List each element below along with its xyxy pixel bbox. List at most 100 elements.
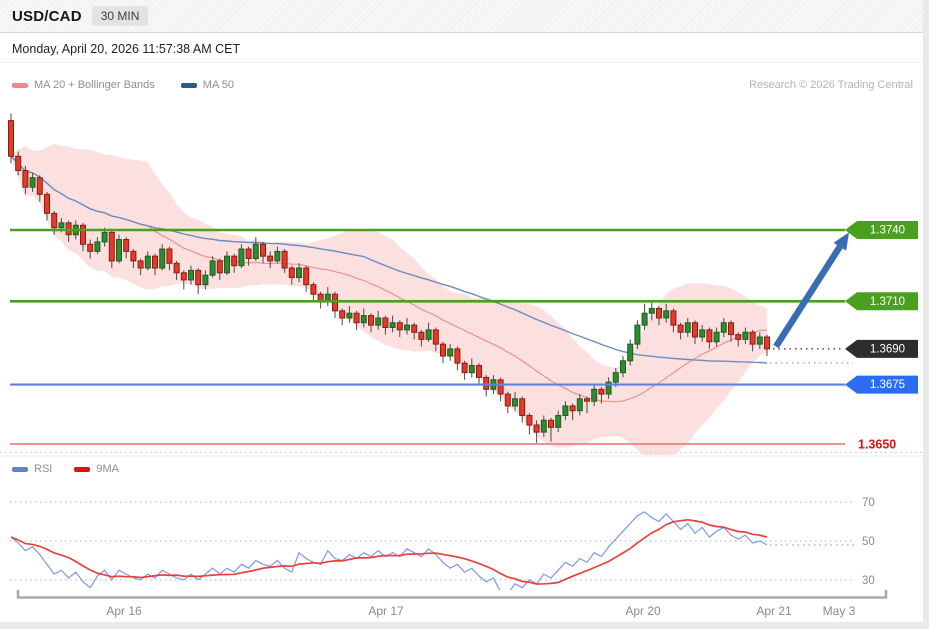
- candle-body: [281, 250, 288, 269]
- candle-body: [8, 120, 14, 157]
- candle-body: [130, 250, 137, 262]
- x-axis: Apr 16 Apr 17 Apr 20 Apr 21 May 3: [16, 590, 888, 618]
- candle-body: [447, 348, 454, 357]
- candle-body: [562, 405, 569, 416]
- candle-body: [656, 307, 662, 319]
- candle-body: [764, 336, 770, 350]
- candle-body: [224, 255, 230, 274]
- candle-body: [425, 329, 432, 340]
- candle-body: [209, 260, 216, 276]
- legend-label: MA 50: [202, 79, 234, 91]
- x-axis-tick-label: Apr 20: [625, 604, 661, 618]
- candle-body: [720, 322, 727, 333]
- rsi-tick-label: 50: [862, 536, 875, 548]
- candle-body: [620, 360, 626, 374]
- price-tag-1.3690: [845, 339, 918, 358]
- price-legend-row: MA 20 + Bollinger Bands MA 50 Research © …: [12, 79, 913, 91]
- price-legend: MA 20 + Bollinger Bands MA 50: [12, 79, 234, 91]
- candle-body: [742, 331, 749, 340]
- legend-color-chip: [74, 466, 91, 472]
- legend-color-chip: [180, 82, 197, 88]
- candle-body: [116, 239, 122, 262]
- candle-body: [706, 329, 713, 343]
- candle-body: [684, 322, 691, 333]
- candle-body: [152, 255, 158, 269]
- candle-body: [555, 414, 562, 428]
- candle-body: [94, 241, 101, 252]
- candle-body: [29, 177, 36, 188]
- candle-body: [476, 365, 482, 378]
- legend-color-chip: [12, 82, 28, 88]
- candle-body: [634, 324, 641, 345]
- bollinger-band: [11, 143, 767, 455]
- candle-body: [22, 170, 29, 188]
- price-tag-1.3675: [845, 375, 918, 394]
- candle-body: [735, 334, 742, 340]
- candle-body: [144, 255, 151, 269]
- candle-body: [252, 243, 259, 260]
- candle-body: [310, 284, 317, 295]
- candle-body: [346, 312, 353, 319]
- candle-body: [375, 317, 382, 326]
- candle-body: [540, 419, 547, 433]
- candle-body: [159, 248, 166, 269]
- candle-body: [195, 269, 202, 286]
- candle-body: [454, 348, 461, 364]
- legend-color-chip: [12, 466, 28, 472]
- title-bar: USD/CAD 30 MIN: [0, 0, 923, 33]
- candle-body: [648, 307, 655, 314]
- candle-body: [432, 329, 439, 345]
- legend-label: 9MA: [96, 463, 119, 475]
- candle-body: [296, 267, 302, 279]
- candle-body: [576, 398, 583, 412]
- price-chart: 1.3740 1.3710 1.3690 1.3675 1.3650: [0, 113, 923, 455]
- candle-body: [569, 405, 576, 412]
- price-tag-1.3740: [845, 221, 918, 239]
- rsi-tick-label: 70: [862, 497, 875, 509]
- price-tag-1.3710: [845, 292, 918, 311]
- legend-item: RSI: [12, 463, 52, 475]
- rsi-panel: 70 50 30: [0, 455, 923, 590]
- ma50-line: [10, 155, 768, 364]
- legend-label: MA 20 + Bollinger Bands: [34, 79, 155, 91]
- candle-body: [368, 315, 374, 326]
- candle-body: [699, 329, 706, 338]
- candle-body: [548, 419, 554, 428]
- candle-body: [418, 331, 425, 340]
- candle-body: [756, 336, 763, 345]
- candle-body: [173, 262, 180, 274]
- candle-body: [188, 269, 194, 281]
- candle-body: [353, 312, 360, 324]
- candle-body: [101, 231, 108, 243]
- attribution: Research © 2026 Trading Central: [748, 79, 913, 91]
- candle-body: [483, 376, 490, 390]
- candle-body: [274, 250, 281, 262]
- chart-timestamp: Monday, April 20, 2026 11:57:38 AM CET: [12, 42, 241, 56]
- candle-body: [44, 193, 50, 214]
- price-level-label: 1.3650: [858, 438, 896, 452]
- timeframe-badge: 30 MIN: [91, 6, 149, 26]
- price-tag-label: 1.3690: [870, 343, 905, 355]
- candle-body: [526, 414, 533, 426]
- candle-body: [504, 393, 511, 407]
- candle-body: [411, 324, 418, 333]
- candle-body: [137, 260, 144, 269]
- candle-body: [519, 398, 526, 416]
- x-axis-tick-label: Apr 17: [368, 604, 404, 618]
- x-axis-tick-label: May 3: [823, 604, 856, 618]
- price-tag-label: 1.3710: [870, 296, 905, 308]
- candle-body: [396, 322, 403, 331]
- candle-body: [605, 381, 612, 395]
- candle-body: [288, 267, 295, 279]
- candle-body: [692, 322, 698, 338]
- forecast-arrow-head: [833, 232, 849, 251]
- candle-body: [677, 324, 684, 333]
- candle-body: [713, 331, 720, 343]
- candle-body: [641, 312, 648, 326]
- candle-body: [180, 272, 187, 281]
- symbol-title: USD/CAD: [12, 7, 82, 25]
- candle-body: [497, 379, 504, 395]
- legend-item: 9MA: [74, 463, 119, 475]
- candle-body: [231, 255, 238, 267]
- candle-body: [440, 343, 446, 357]
